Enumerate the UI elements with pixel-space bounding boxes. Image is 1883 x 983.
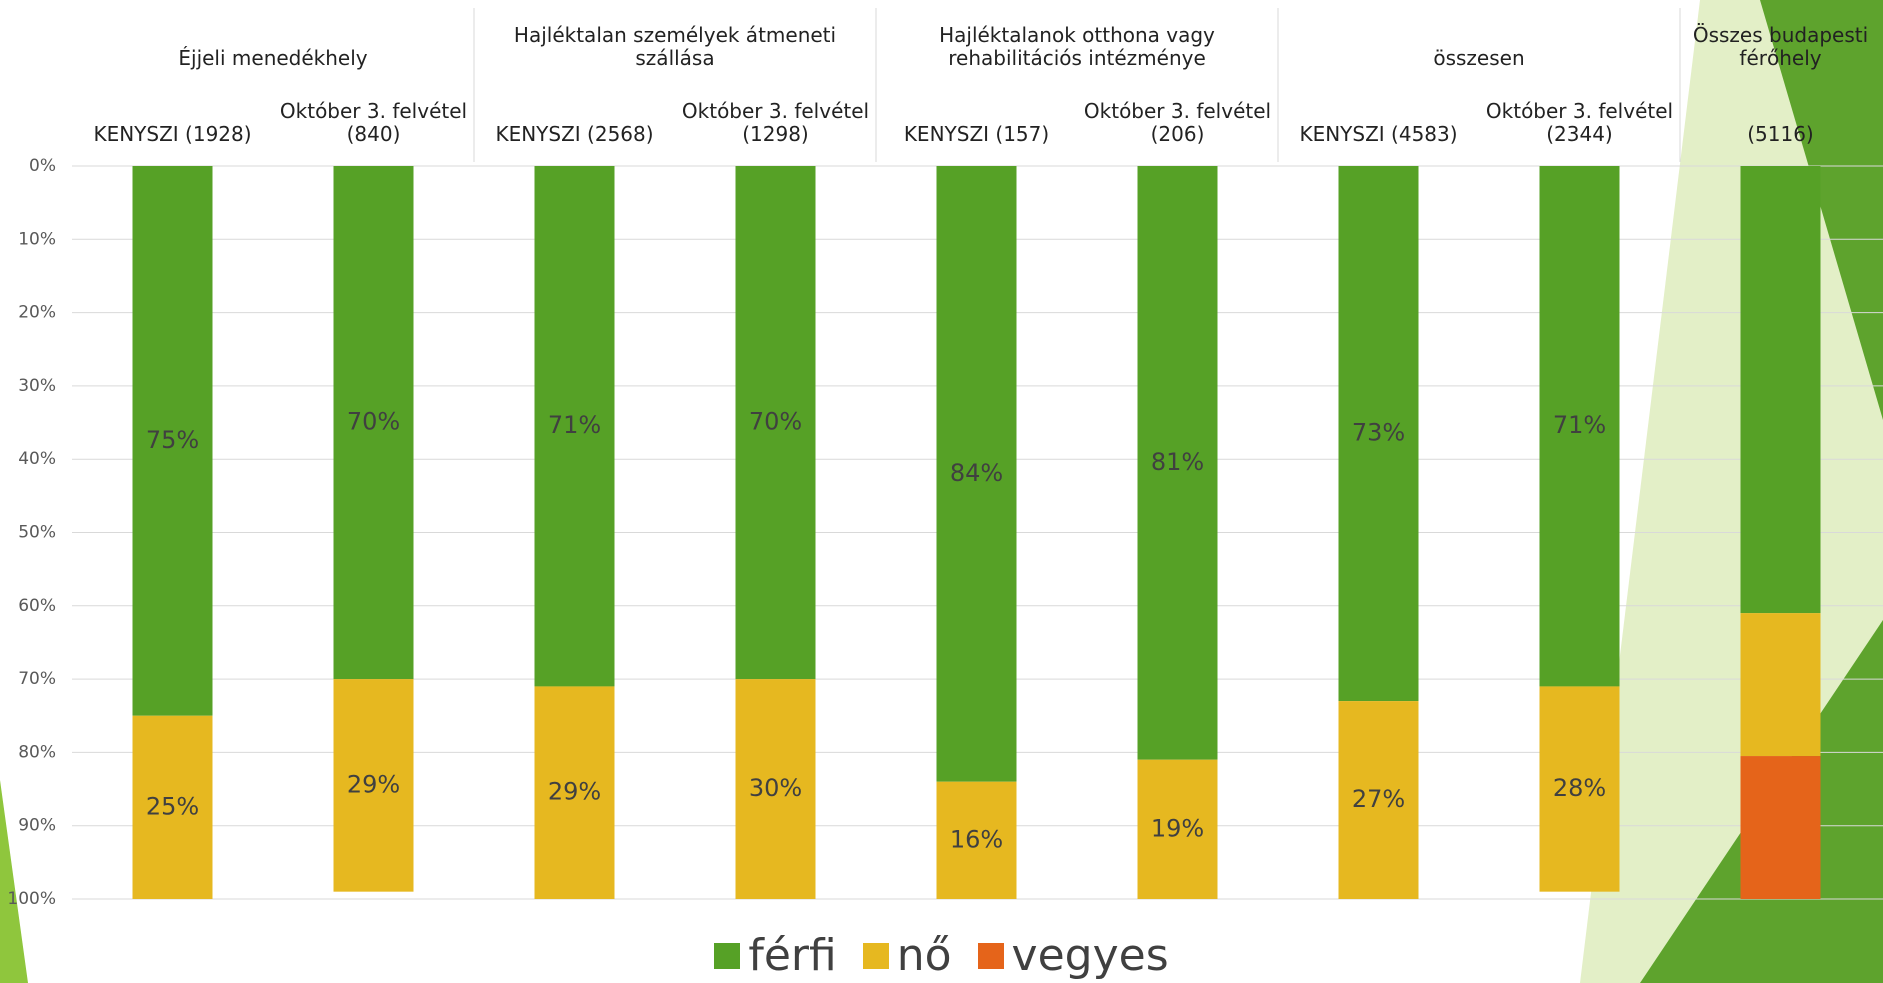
legend-label: férfi: [748, 930, 837, 981]
y-tick-label: 60%: [18, 596, 56, 616]
data-label: 70%: [749, 408, 802, 436]
x-tick-label: (5116): [1747, 122, 1814, 146]
group-label: Összes budapesti férőhely: [1692, 23, 1869, 70]
x-tick-label: KENYSZI (1928): [93, 122, 252, 146]
data-label: 29%: [347, 770, 400, 798]
data-label: 30%: [749, 774, 802, 802]
data-label: 29%: [548, 778, 601, 806]
y-tick-label: 100%: [7, 889, 56, 909]
group-label: Hajléktalan személyek átmeneti szállása: [513, 23, 837, 70]
data-label: 27%: [1352, 785, 1405, 813]
data-label: 84%: [950, 459, 1003, 487]
y-tick-label: 70%: [18, 669, 56, 689]
data-label: 71%: [1553, 411, 1606, 439]
legend-item: vegyes: [977, 930, 1169, 981]
bar-segment: [1137, 759, 1218, 899]
group-label: Hajléktalanok otthona vagy rehabilitáció…: [939, 23, 1215, 70]
decor: [1760, 0, 1883, 420]
x-tick-label: Október 3. felvétel (206): [1083, 99, 1272, 146]
bar-segment: [1137, 166, 1218, 760]
bar-segment: [1740, 613, 1821, 757]
data-label: 19%: [1151, 814, 1204, 842]
data-label: 71%: [548, 411, 601, 439]
y-tick-label: 20%: [18, 303, 56, 323]
y-tick-label: 10%: [18, 229, 56, 249]
bar-segment: [936, 781, 1017, 899]
x-tick-label: Október 3. felvétel (2344): [1485, 99, 1674, 146]
legend-item: férfi: [714, 930, 837, 981]
bar-segment: [735, 679, 816, 899]
x-tick-label: Október 3. felvétel (1298): [681, 99, 870, 146]
data-label: 25%: [146, 792, 199, 820]
legend-swatch: [714, 942, 741, 969]
x-tick-label: Október 3. felvétel (840): [279, 99, 468, 146]
bar-segment: [1740, 166, 1821, 614]
y-tick-label: 90%: [18, 816, 56, 836]
decor: [0, 780, 28, 983]
bar-segment: [1338, 166, 1419, 702]
bar-segment: [1740, 756, 1821, 899]
x-tick-label: KENYSZI (2568): [495, 122, 654, 146]
bar-segment: [1338, 701, 1419, 899]
legend: férfi nő vegyes: [0, 930, 1883, 981]
y-tick-label: 30%: [18, 376, 56, 396]
bar-segment: [333, 166, 414, 680]
data-label: 28%: [1553, 774, 1606, 802]
group-label: Éjjeli menedékhely: [178, 46, 368, 70]
y-tick-label: 0%: [29, 156, 56, 176]
legend-label: vegyes: [1011, 930, 1169, 981]
bar-segment: [534, 166, 615, 687]
bar-segment: [132, 715, 213, 899]
bar-segment: [1539, 686, 1620, 892]
data-label: 81%: [1151, 448, 1204, 476]
group-label: összesen: [1433, 46, 1525, 70]
bar-segment: [333, 679, 414, 892]
legend-swatch: [977, 942, 1004, 969]
data-label: 75%: [146, 426, 199, 454]
x-tick-label: KENYSZI (157): [903, 122, 1050, 146]
data-label: 70%: [347, 408, 400, 436]
data-label: 16%: [950, 825, 1003, 853]
legend-item: nő: [862, 930, 952, 981]
y-tick-label: 80%: [18, 742, 56, 762]
y-tick-label: 50%: [18, 523, 56, 543]
legend-swatch: [862, 942, 889, 969]
bar-segment: [936, 166, 1017, 782]
legend-label: nő: [896, 930, 952, 981]
bar-segment: [735, 166, 816, 680]
x-tick-label: KENYSZI (4583): [1299, 122, 1458, 146]
y-tick-label: 40%: [18, 449, 56, 469]
bar-segment: [534, 686, 615, 899]
data-label: 73%: [1352, 419, 1405, 447]
bar-segment: [1539, 166, 1620, 687]
bar-segment: [132, 166, 213, 716]
